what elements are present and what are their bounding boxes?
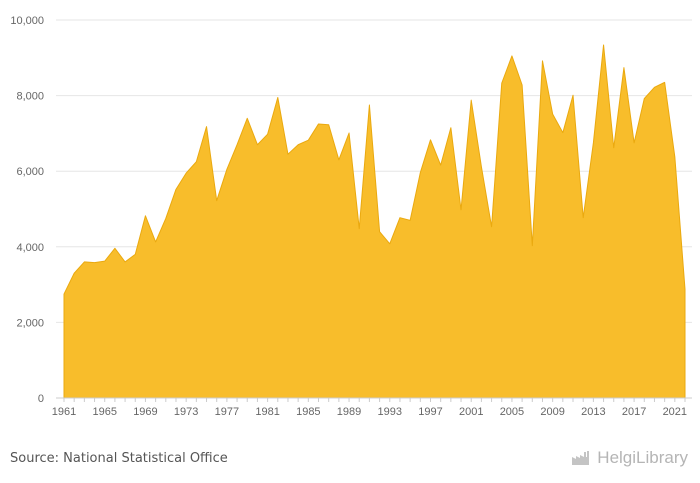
x-tick-label: 2009: [540, 406, 564, 418]
x-tick-label: 2013: [581, 406, 605, 418]
brand-logo: HelgiLibrary: [571, 448, 688, 468]
x-tick-label: 1969: [133, 406, 157, 418]
area-fill: [63, 44, 686, 399]
axes: 0 2,000 4,000 6,000 8,000 10,000 1961 1965 1969 1…: [10, 15, 692, 418]
y-tick-label: 4,000: [16, 242, 44, 254]
y-tick-label: 10,000: [10, 15, 44, 27]
x-tick-label: 1985: [296, 406, 320, 418]
x-tick-label: 2021: [663, 406, 687, 418]
y-tick-label: 8,000: [16, 91, 44, 103]
x-tick-label: 1993: [378, 406, 402, 418]
x-tick-label: 1973: [174, 406, 198, 418]
x-tick-label: 2001: [459, 406, 483, 418]
x-tick-label: 1997: [418, 406, 442, 418]
x-tick-label: 1977: [215, 406, 239, 418]
x-tick-label: 1989: [337, 406, 361, 418]
brand-name: HelgiLibrary: [597, 448, 688, 467]
x-tick-label: 2005: [500, 406, 524, 418]
x-tick-label: 1965: [92, 406, 116, 418]
x-tick-label: 2017: [622, 406, 646, 418]
source-note: Source: National Statistical Office: [10, 451, 228, 466]
y-tick-label: 0: [38, 393, 44, 405]
area-chart: 0 2,000 4,000 6,000 8,000 10,000 1961 1965 1969 1…: [10, 15, 692, 418]
y-tick-label: 2,000: [16, 317, 44, 329]
y-tick-label: 6,000: [16, 166, 44, 178]
x-tick-label: 1981: [255, 406, 279, 418]
x-tick-label: 1961: [52, 406, 76, 418]
factory-logo-icon: [572, 451, 590, 465]
area-series: [63, 44, 686, 399]
